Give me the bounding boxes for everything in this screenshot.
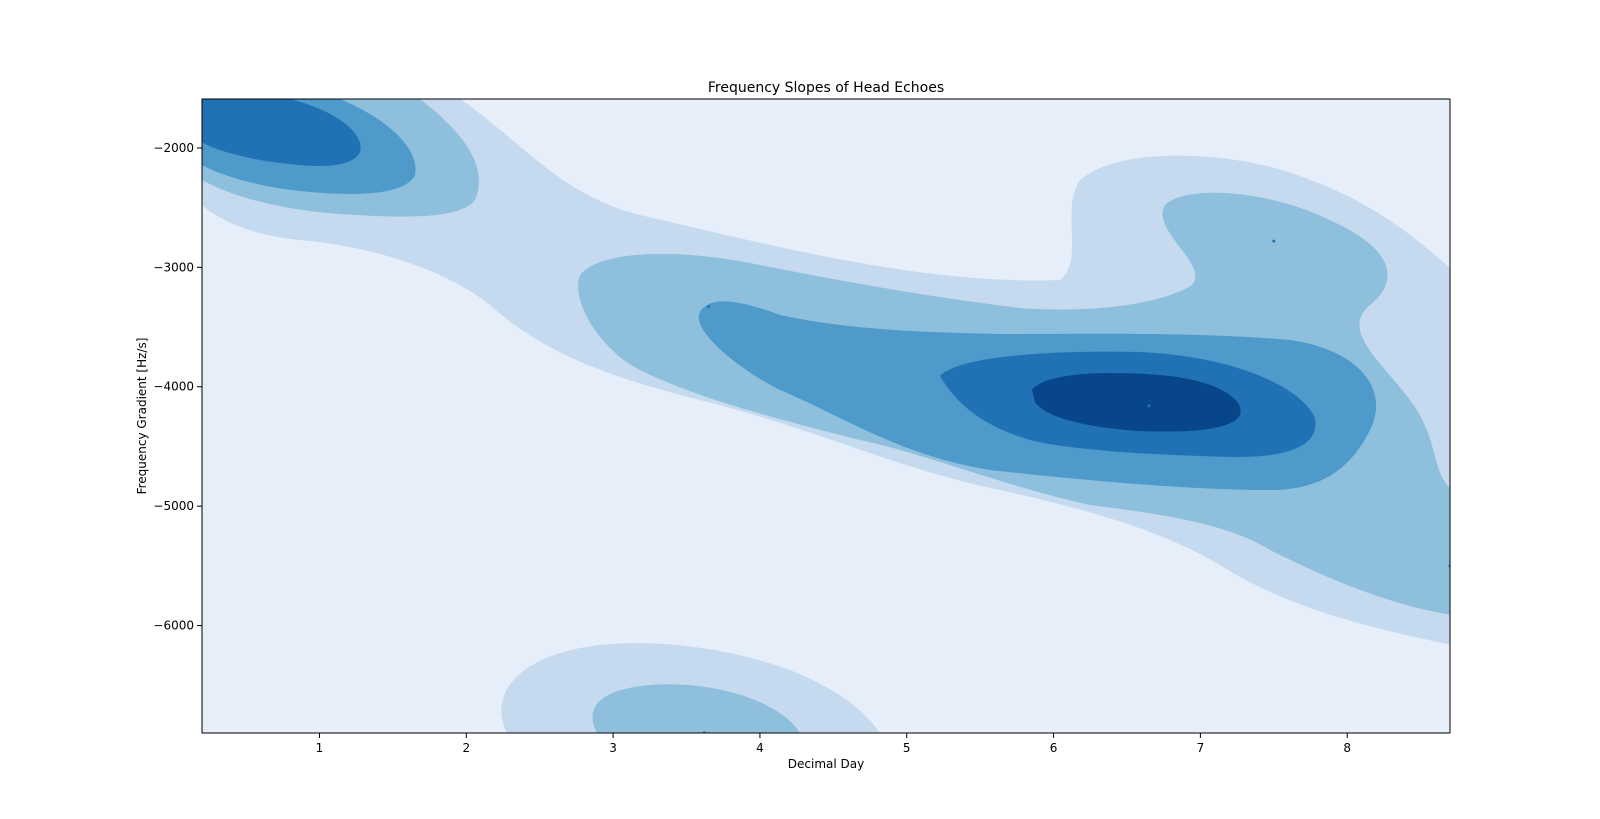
x-tick-label: 6 (1050, 741, 1058, 755)
data-point (1272, 239, 1276, 243)
x-tick-label: 8 (1343, 741, 1351, 755)
contour-area (202, 99, 1450, 733)
y-tick-label: −2000 (153, 141, 194, 155)
x-tick-label: 1 (316, 741, 324, 755)
x-tick-label: 5 (903, 741, 911, 755)
contour-level-5-core (1032, 372, 1241, 432)
y-axis: −2000 −3000 −4000 −5000 −6000 (153, 141, 202, 633)
contour-level-4-band-topleft (202, 99, 361, 166)
data-point (1147, 404, 1151, 408)
x-tick-label: 3 (609, 741, 617, 755)
contour-level-2-band-bottom (592, 684, 800, 733)
y-tick-label: −6000 (153, 619, 194, 633)
chart-title: Frequency Slopes of Head Echoes (708, 80, 944, 96)
data-point (707, 305, 711, 309)
x-tick-label: 7 (1197, 741, 1205, 755)
y-tick-label: −3000 (153, 260, 194, 274)
x-tick-label: 2 (462, 741, 470, 755)
x-tick-label: 4 (756, 741, 764, 755)
y-tick-label: −4000 (153, 380, 194, 394)
plot-frame (201, 98, 1451, 734)
y-axis-title: Frequency Gradient [Hz/s] (135, 338, 149, 495)
x-axis-title: Decimal Day (788, 757, 864, 771)
y-tick-label: −5000 (153, 499, 194, 513)
x-axis: 1 2 3 4 5 6 7 8 (316, 733, 1351, 755)
